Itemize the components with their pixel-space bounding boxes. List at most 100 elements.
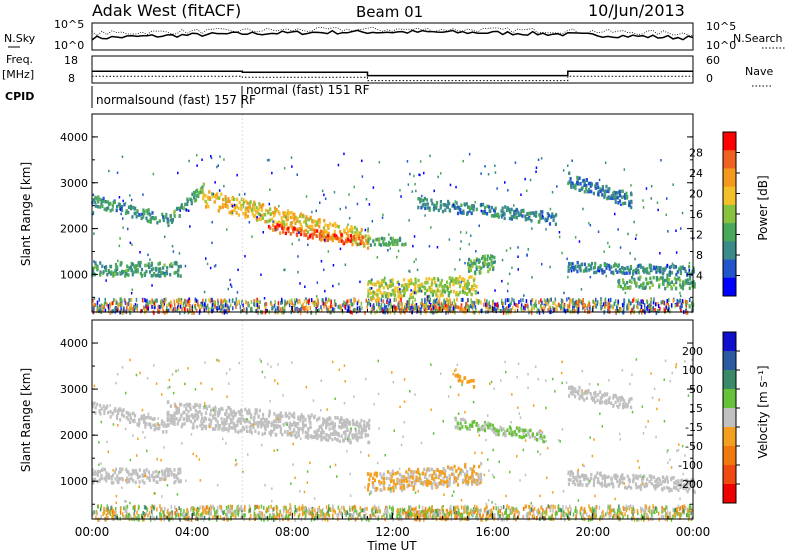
clutter-cell	[377, 305, 380, 310]
clutter-cell	[489, 304, 491, 309]
clutter-cell	[255, 298, 258, 303]
data-cell	[111, 204, 114, 208]
clutter-cell	[605, 302, 607, 306]
data-cell	[491, 261, 494, 265]
clutter-cell	[272, 305, 274, 310]
scatter-cell	[604, 161, 607, 164]
clutter-cell	[679, 298, 682, 303]
scatter-cell	[407, 183, 410, 186]
data-cell	[624, 402, 627, 406]
clutter-cell	[255, 309, 258, 314]
scatter-cell	[146, 219, 148, 222]
clutter-cell	[331, 304, 333, 309]
data-cell	[313, 219, 316, 224]
data-cell	[522, 431, 525, 435]
data-cell	[418, 288, 421, 293]
scatter-cell	[617, 228, 619, 231]
data-cell	[323, 420, 326, 425]
clutter-cell	[220, 300, 223, 305]
scatter-cell	[384, 276, 386, 280]
data-cell	[351, 226, 354, 231]
data-cell	[473, 478, 476, 483]
clutter-cell	[257, 301, 260, 306]
clutter-cell	[321, 298, 324, 303]
clutter-cell	[492, 301, 494, 306]
data-cell	[424, 286, 427, 291]
data-cell	[387, 487, 390, 491]
data-cell	[482, 264, 485, 269]
data-cell	[244, 206, 247, 211]
scatter-cell	[268, 158, 270, 162]
data-cell	[442, 467, 445, 471]
clutter-cell	[453, 298, 455, 303]
nsearch-tick-lo: 10^0	[706, 39, 736, 52]
clutter-cell	[212, 302, 215, 307]
data-cell	[634, 482, 638, 486]
data-cell	[130, 472, 133, 477]
scatter-cell	[93, 297, 96, 300]
data-cell	[431, 293, 434, 297]
data-cell	[486, 423, 489, 428]
freq-tick-lo: 8	[68, 72, 75, 85]
scatter-cell	[570, 269, 573, 273]
scatter-cell	[339, 207, 341, 211]
data-cell	[459, 210, 462, 214]
nsky-panel: N.Sky 10^5 10^0 N.Search 10^5 10^0	[4, 18, 785, 52]
scatter-cell	[324, 197, 327, 200]
data-cell	[364, 428, 368, 433]
data-cell	[406, 479, 409, 484]
data-cell	[295, 233, 299, 238]
data-cell	[492, 267, 495, 272]
data-cell	[267, 225, 271, 229]
data-cell	[442, 480, 445, 484]
data-cell	[366, 246, 370, 250]
data-cell	[401, 289, 404, 293]
clutter-cell	[243, 307, 245, 312]
clutter-cell	[667, 302, 670, 307]
scatter-cell	[666, 197, 668, 200]
clutter-cell	[658, 309, 660, 314]
data-cell	[398, 289, 401, 294]
clutter-cell	[92, 298, 94, 303]
data-cell	[103, 411, 106, 415]
data-cell	[192, 415, 195, 420]
scatter-cell	[361, 159, 363, 163]
clutter-cell	[641, 300, 643, 305]
data-cell	[102, 199, 105, 204]
clutter-cell	[366, 301, 369, 306]
scatter-cell	[478, 224, 480, 227]
data-cell	[472, 208, 475, 212]
data-cell	[394, 483, 397, 487]
data-cell	[503, 216, 506, 221]
data-cell	[621, 189, 624, 193]
scatter-cell	[589, 275, 592, 279]
data-cell	[99, 261, 102, 265]
data-cell	[279, 424, 282, 429]
data-cell	[122, 408, 125, 412]
data-cell	[378, 482, 381, 486]
clutter-cell	[96, 303, 98, 308]
clutter-cell	[508, 304, 510, 309]
clutter-cell	[348, 298, 350, 303]
data-cell	[326, 238, 329, 242]
data-cell	[363, 235, 366, 240]
data-cell	[111, 207, 114, 212]
data-cell	[302, 426, 305, 430]
data-cell	[462, 286, 465, 290]
clutter-cell	[359, 305, 361, 310]
data-cell	[347, 237, 350, 242]
data-cell	[207, 204, 210, 209]
data-cell	[130, 204, 133, 209]
clutter-cell	[147, 301, 149, 306]
data-cell	[276, 223, 279, 227]
data-cell	[610, 481, 613, 485]
data-cell	[178, 206, 181, 211]
data-cell	[380, 280, 384, 285]
scatter-cell	[332, 284, 334, 288]
data-cell	[217, 423, 220, 428]
data-cell	[161, 419, 164, 423]
clutter-cell	[435, 299, 437, 304]
data-cell	[466, 479, 469, 484]
data-cell	[201, 185, 204, 190]
data-cell	[471, 477, 474, 481]
